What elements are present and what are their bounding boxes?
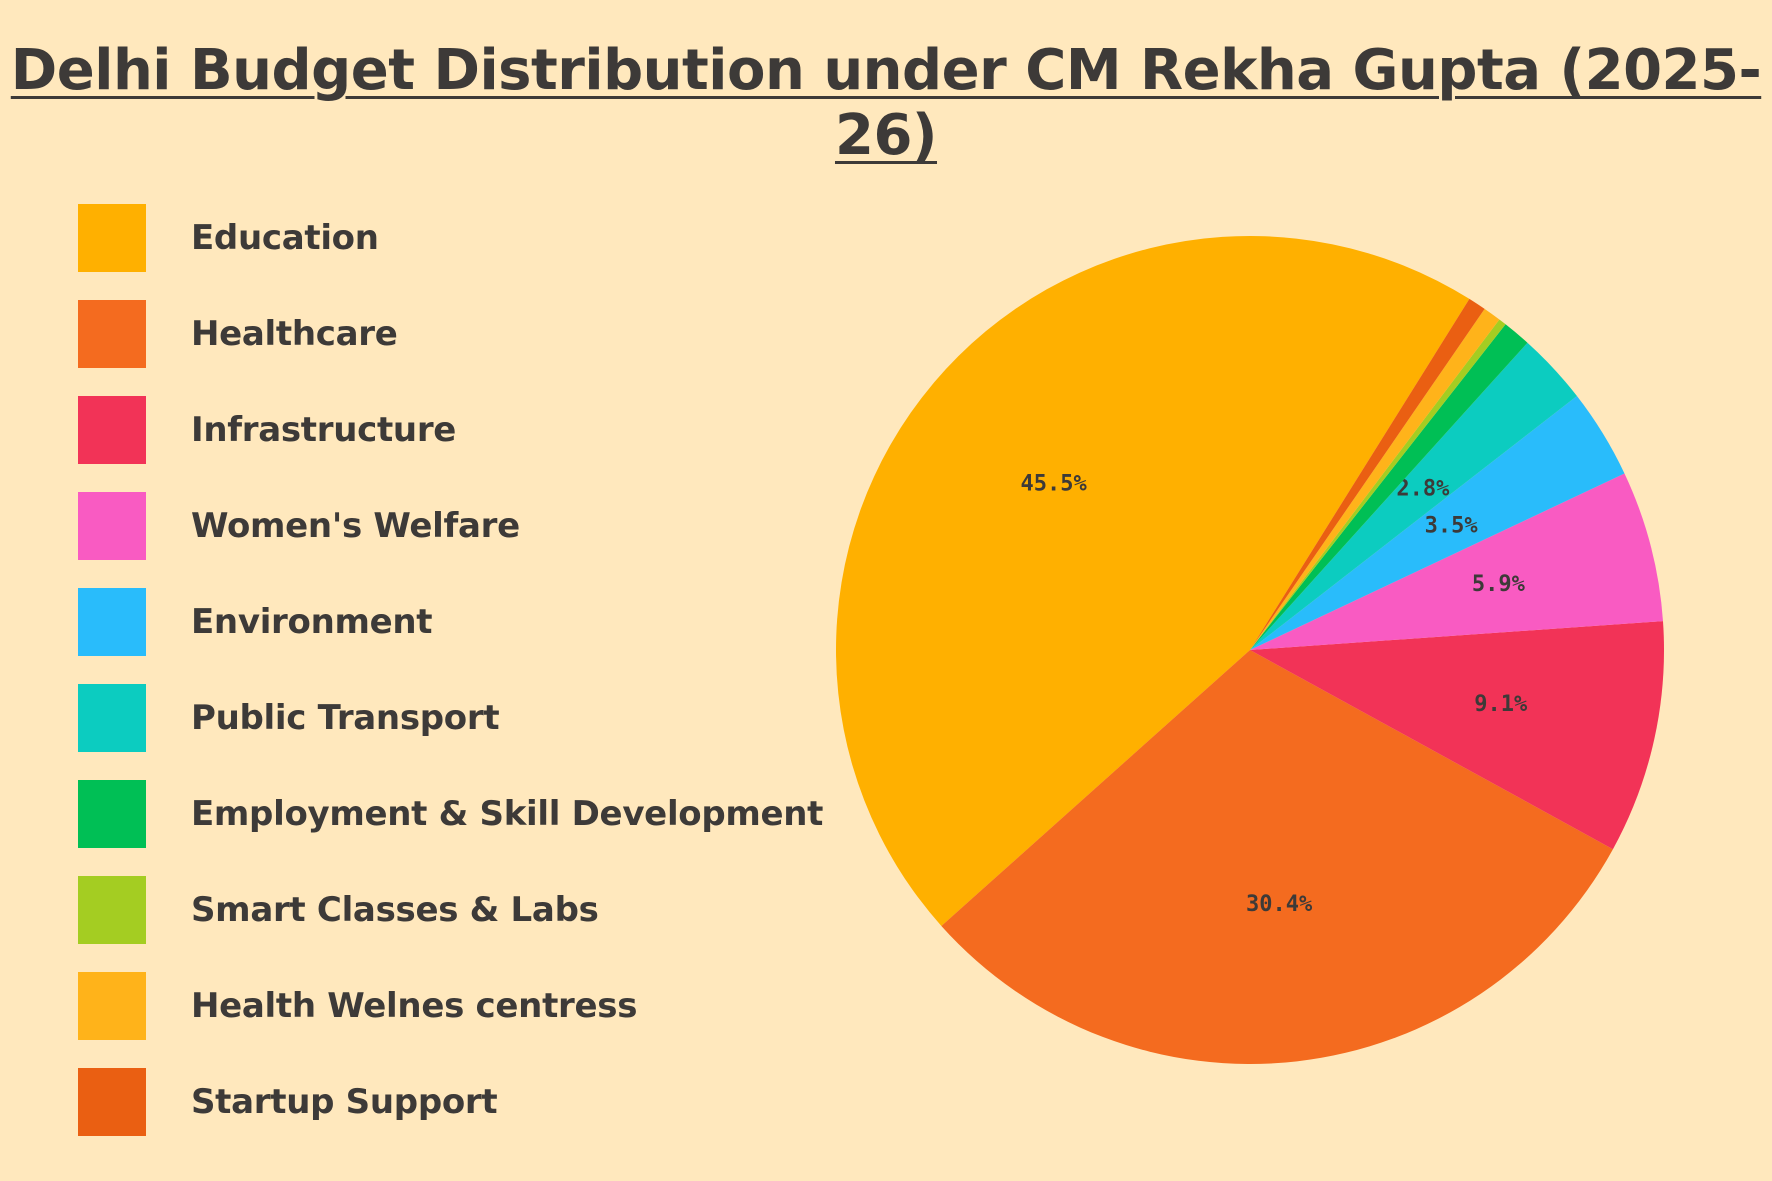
- legend-swatch: [78, 684, 146, 752]
- pie-slice-label: 45.5%: [1021, 472, 1088, 497]
- legend-label: Smart Classes & Labs: [191, 890, 599, 930]
- pie-slice-label: 9.1%: [1474, 692, 1528, 717]
- pie-slice-label: 5.9%: [1472, 572, 1526, 597]
- pie-slice-environment: [1250, 396, 1625, 650]
- legend-label: Education: [191, 218, 379, 258]
- chart-title: Delhi Budget Distribution under CM Rekha…: [10, 38, 1762, 168]
- legend-swatch: [78, 300, 146, 368]
- legend-label: Employment & Skill Development: [191, 794, 824, 834]
- pie-slice-label: 3.5%: [1425, 514, 1479, 539]
- legend-label: Startup Support: [191, 1082, 498, 1122]
- legend-swatch: [78, 780, 146, 848]
- pie-slice-employment-skill-development: [1250, 324, 1528, 650]
- pie-slice-health-welnes-centress: [1250, 308, 1500, 650]
- legend-swatch: [78, 204, 146, 272]
- legend-label: Healthcare: [191, 314, 398, 354]
- pie-slice-label: 2.8%: [1396, 476, 1450, 501]
- legend-swatch: [78, 1068, 146, 1136]
- legend-label: Health Welnes centress: [191, 986, 638, 1026]
- legend-swatch: [78, 396, 146, 464]
- legend-swatch: [78, 972, 146, 1040]
- legend-label: Environment: [191, 602, 433, 642]
- pie-slice-infrastructure: [1250, 621, 1664, 850]
- pie-slice-smart-classes-labs: [1250, 319, 1506, 650]
- pie-slice-label: 30.4%: [1246, 892, 1313, 917]
- legend-label: Public Transport: [191, 698, 500, 738]
- legend-swatch: [78, 876, 146, 944]
- legend-label: Women's Welfare: [191, 506, 520, 546]
- legend-swatch: [78, 492, 146, 560]
- legend-swatch: [78, 588, 146, 656]
- legend-label: Infrastructure: [191, 410, 457, 450]
- pie-slice-women-s-welfare: [1250, 473, 1663, 650]
- pie-slice-public-transport: [1250, 342, 1577, 650]
- pie-chart: 45.5% 30.4% 9.1% 5.9% 3.5% 2.8%: [835, 235, 1664, 1064]
- pie-slice-healthcare: [941, 650, 1613, 1064]
- pie-slice-startup-support: [1250, 298, 1485, 650]
- pie-slice-education: [835, 235, 1470, 926]
